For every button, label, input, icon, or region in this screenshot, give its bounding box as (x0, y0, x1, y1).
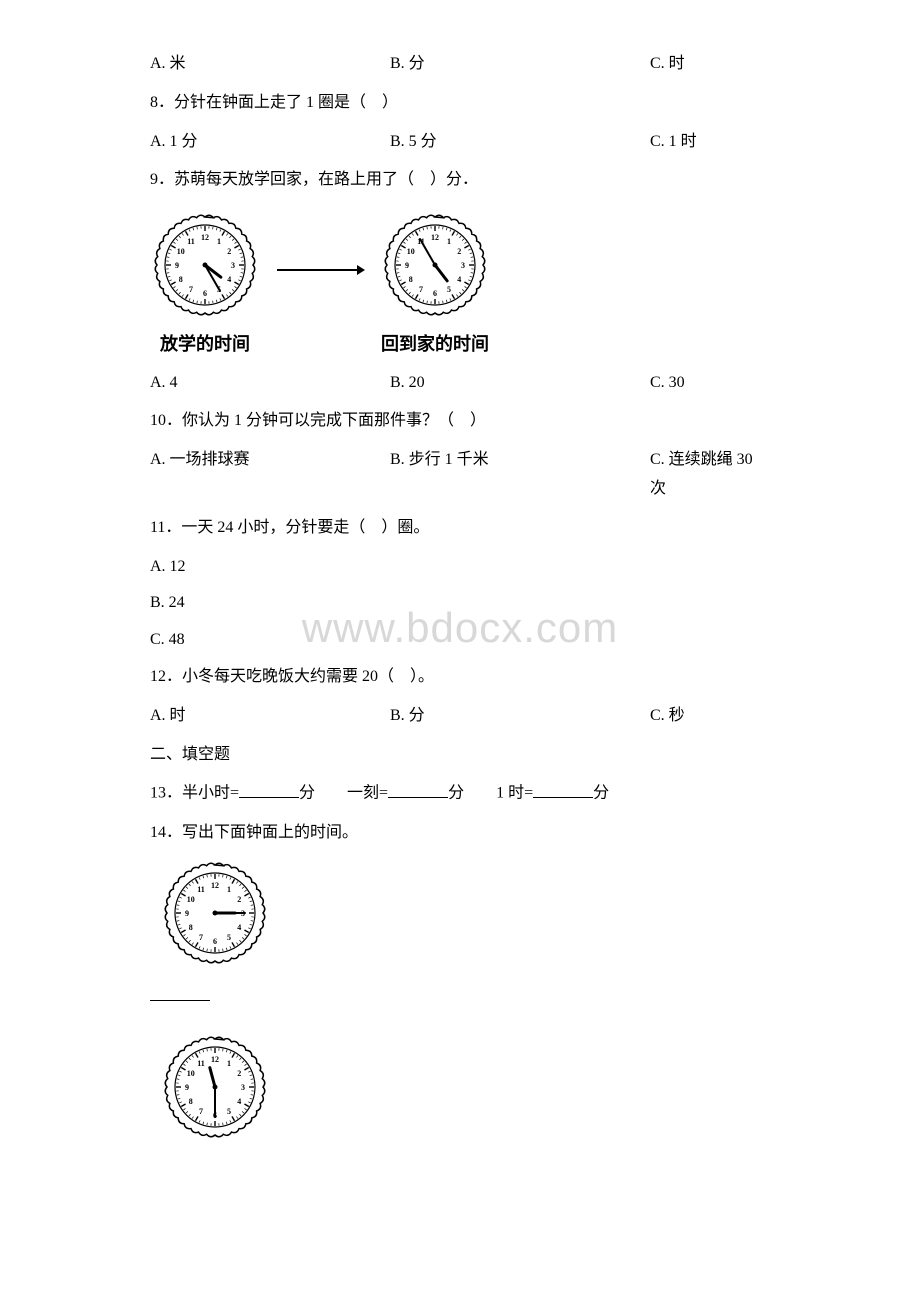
svg-text:8: 8 (179, 275, 183, 284)
q13-part2-post: 分 1 时= (448, 785, 533, 802)
option-12B: B. 分 (390, 702, 650, 731)
q9-clock2-block: 123456789101112 回到家的时间 (380, 210, 490, 360)
q9-clock1-label: 放学的时间 (160, 328, 250, 360)
blank-input[interactable] (533, 779, 593, 798)
clock-icon: 123456789101112 (160, 1032, 270, 1142)
q14-clock1-wrap: 123456789101112 (160, 858, 770, 979)
svg-text:12: 12 (211, 1055, 219, 1064)
q10-stem: 10．你认为 1 分钟可以完成下面那件事？（ ） (150, 407, 770, 436)
option-7C: C. 时 (650, 50, 770, 79)
svg-text:9: 9 (185, 909, 189, 918)
option-12A: A. 时 (150, 702, 390, 731)
svg-text:5: 5 (447, 285, 451, 294)
option-11A: A. 12 (150, 553, 770, 582)
svg-text:5: 5 (227, 933, 231, 942)
q11-options: A. 12 B. 24 C. 48 (150, 553, 770, 655)
svg-text:11: 11 (197, 884, 205, 893)
svg-text:2: 2 (237, 1069, 241, 1078)
svg-text:4: 4 (237, 923, 241, 932)
svg-text:9: 9 (185, 1083, 189, 1092)
svg-text:3: 3 (241, 1083, 245, 1092)
svg-text:8: 8 (189, 1097, 193, 1106)
option-8B: B. 5 分 (390, 128, 650, 157)
svg-text:10: 10 (407, 247, 415, 256)
option-12C: C. 秒 (650, 702, 770, 731)
svg-text:4: 4 (227, 275, 231, 284)
option-7A: A. 米 (150, 50, 390, 79)
option-11B: B. 24 (150, 589, 770, 618)
svg-text:9: 9 (405, 261, 409, 270)
svg-text:8: 8 (409, 275, 413, 284)
svg-text:7: 7 (189, 285, 193, 294)
q13-row: 13．半小时= 分 一刻= 分 1 时= 分 (150, 779, 770, 808)
svg-text:10: 10 (187, 895, 195, 904)
option-11C: C. 48 (150, 626, 770, 655)
q12-options-row: A. 时 B. 分 C. 秒 (150, 702, 770, 731)
svg-text:12: 12 (211, 881, 219, 890)
svg-text:3: 3 (461, 261, 465, 270)
svg-text:4: 4 (457, 275, 461, 284)
svg-text:11: 11 (197, 1059, 205, 1068)
svg-text:11: 11 (187, 237, 195, 246)
svg-text:2: 2 (237, 895, 241, 904)
svg-text:9: 9 (175, 261, 179, 270)
blank-input[interactable] (239, 779, 299, 798)
svg-text:2: 2 (227, 247, 231, 256)
clock-icon: 123456789101112 (160, 858, 270, 968)
clock-icon: 123456789101112 (150, 210, 260, 320)
svg-text:7: 7 (199, 1107, 203, 1116)
option-10A: A. 一场排球赛 (150, 446, 390, 504)
option-9A: A. 4 (150, 369, 390, 398)
arrow-icon (275, 260, 365, 280)
q9-clock2-label: 回到家的时间 (381, 328, 489, 360)
option-10B: B. 步行 1 千米 (390, 446, 650, 504)
q9-clock-row: 123456789101112 放学的时间 123456789101112 回到… (150, 210, 770, 360)
q11-stem: 11．一天 24 小时，分针要走（ ）圈。 (150, 514, 770, 543)
q9-stem: 9．苏萌每天放学回家，在路上用了（ ）分． (150, 166, 770, 195)
blank-input[interactable] (150, 1000, 210, 1001)
svg-text:1: 1 (227, 1059, 231, 1068)
option-9B: B. 20 (390, 369, 650, 398)
q7-options-row: A. 米 B. 分 C. 时 (150, 50, 770, 79)
q14-clock2-wrap: 123456789101112 (160, 1032, 770, 1153)
q10-options-row: A. 一场排球赛 B. 步行 1 千米 C. 连续跳绳 30 次 (150, 446, 770, 504)
svg-text:4: 4 (237, 1097, 241, 1106)
option-9C: C. 30 (650, 369, 770, 398)
svg-text:6: 6 (433, 289, 437, 298)
svg-text:7: 7 (419, 285, 423, 294)
q9-options-row: A. 4 B. 20 C. 30 (150, 369, 770, 398)
svg-text:10: 10 (177, 247, 185, 256)
section2-title: 二、填空题 (150, 741, 770, 770)
q13-part1-pre: 13．半小时= (150, 785, 239, 802)
option-8A: A. 1 分 (150, 128, 390, 157)
svg-text:10: 10 (187, 1069, 195, 1078)
q13-part1-post: 分 一刻= (299, 785, 388, 802)
q14-stem: 14．写出下面钟面上的时间。 (150, 819, 770, 848)
svg-text:1: 1 (447, 237, 451, 246)
clock-icon: 123456789101112 (380, 210, 490, 320)
svg-text:7: 7 (199, 933, 203, 942)
svg-text:6: 6 (213, 937, 217, 946)
q8-stem: 8．分针在钟面上走了 1 圈是（ ） (150, 89, 770, 118)
q9-clock1-block: 123456789101112 放学的时间 (150, 210, 260, 360)
svg-text:12: 12 (431, 233, 439, 242)
q13-part3-post: 分 (593, 785, 609, 802)
option-10C: C. 连续跳绳 30 次 (650, 446, 770, 504)
q12-stem: 12．小冬每天吃晚饭大约需要 20（ ）。 (150, 663, 770, 692)
option-7B: B. 分 (390, 50, 650, 79)
svg-text:3: 3 (231, 261, 235, 270)
option-8C: C. 1 时 (650, 128, 770, 157)
svg-text:1: 1 (227, 884, 231, 893)
svg-text:6: 6 (203, 289, 207, 298)
blank-input[interactable] (388, 779, 448, 798)
svg-text:12: 12 (201, 233, 209, 242)
q8-options-row: A. 1 分 B. 5 分 C. 1 时 (150, 128, 770, 157)
svg-text:8: 8 (189, 923, 193, 932)
svg-text:1: 1 (217, 237, 221, 246)
svg-text:2: 2 (457, 247, 461, 256)
svg-text:5: 5 (227, 1107, 231, 1116)
